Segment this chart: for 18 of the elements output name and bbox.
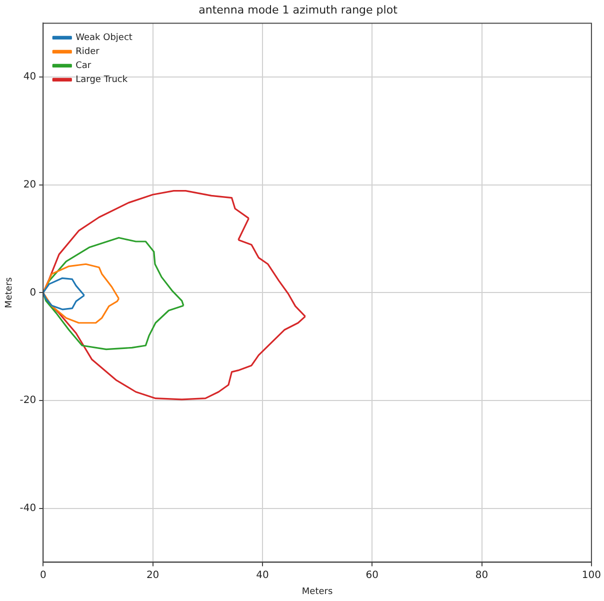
legend-label: Weak Object xyxy=(76,33,133,44)
x-axis-title: Meters xyxy=(302,586,333,597)
y-tick-label: 40 xyxy=(23,72,36,83)
legend-label: Rider xyxy=(76,47,100,58)
y-tick-label: -40 xyxy=(20,502,36,514)
y-tick-label: 0 xyxy=(30,287,36,298)
chart-title: antenna mode 1 azimuth range plot xyxy=(198,3,398,16)
y-tick-label: -20 xyxy=(20,395,36,406)
y-tick-label: 20 xyxy=(23,179,36,190)
legend-label: Large Truck xyxy=(76,75,128,86)
y-axis-title: Meters xyxy=(4,277,15,308)
x-tick-label: 80 xyxy=(475,570,488,581)
x-tick-label: 0 xyxy=(40,570,46,581)
x-tick-label: 40 xyxy=(256,570,269,581)
legend-label: Car xyxy=(76,61,92,72)
x-tick-label: 60 xyxy=(366,570,378,581)
x-tick-label: 100 xyxy=(582,570,602,581)
x-tick-label: 20 xyxy=(146,570,160,581)
